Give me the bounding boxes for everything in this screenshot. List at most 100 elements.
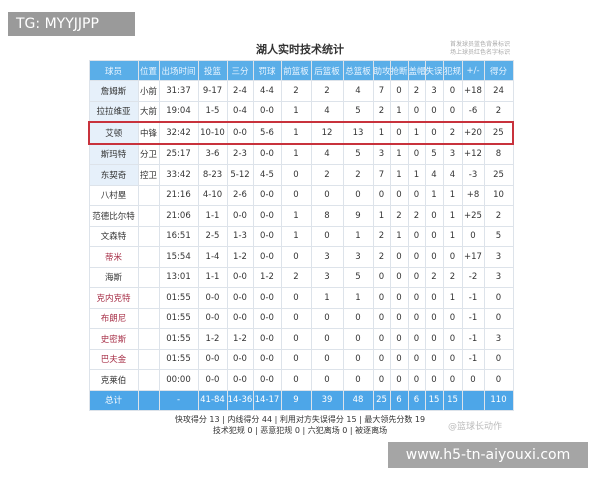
stat-cell: +/-: [461, 60, 485, 81]
player-cell: 詹姆斯: [88, 80, 139, 102]
table-row: 史密斯 01:55 1-2 1-2 0-0 0 0 0 0 0 0 0 0 -1 3: [88, 328, 514, 350]
stat-cell: 中锋: [137, 121, 160, 145]
stat-cell: 0-0: [252, 225, 282, 247]
stat-cell: 6: [389, 389, 409, 411]
player-cell: 克莱伯: [88, 369, 139, 391]
stat-cell: 24: [483, 80, 514, 102]
stat-cell: 13:01: [158, 266, 199, 288]
stat-cell: +18: [461, 80, 485, 102]
header-row: 球员 位置 出场时间 投篮 三分 罚球 前篮板 后篮板 总篮板 助攻 抢断 盖帽 失误 犯规 +/- 得分: [88, 60, 514, 81]
stat-cell: 1: [280, 205, 312, 227]
stat-cell: 0: [442, 369, 463, 391]
stat-cell: 0-0: [252, 328, 282, 350]
stat-cell: 0-4: [226, 100, 254, 123]
stat-cell: 0: [407, 369, 426, 391]
footer-line: 技术犯规 0 | 恶意犯规 0 | 六犯离场 0 | 被逐离场: [212, 426, 388, 435]
stat-cell: 2: [372, 246, 391, 268]
stat-cell: 31:37: [158, 80, 199, 102]
stat-cell: 0-0: [197, 287, 228, 309]
stat-cell: 1-2: [226, 328, 254, 350]
stat-cell: 1-2: [226, 246, 254, 268]
stat-cell: 3: [342, 246, 374, 268]
stat-cell: 2: [372, 100, 391, 123]
player-cell: 范德比尔特: [88, 205, 139, 227]
stat-cell: 0: [310, 307, 344, 329]
stat-cell: 39: [310, 389, 344, 411]
player-cell: 球员: [88, 60, 139, 81]
table-row: 克莱伯 00:00 0-0 0-0 0-0 0 0 0 0 0 0 0 0 0 0: [88, 369, 514, 391]
stat-cell: 2: [407, 205, 426, 227]
table-row: 克内克特 01:55 0-0 0-0 0-0 0 1 1 0 0 0 0 1 -1 0: [88, 287, 514, 309]
stat-cell: 00:00: [158, 369, 199, 391]
stat-cell: 15: [424, 389, 444, 411]
table-row: 巴夫金 01:55 0-0 0-0 0-0 0 0 0 0 0 0 0 0 -1 0: [88, 348, 514, 370]
stat-cell: 10-10: [197, 121, 228, 145]
table-title: 湖人实时技术统计 首发球员蓝色背景标识 场上球员红色名字标识: [88, 40, 512, 60]
stat-cell: 01:55: [158, 287, 199, 309]
stat-cell: -2: [461, 266, 485, 288]
stat-cell: 出场时间: [158, 60, 199, 81]
stat-cell: 1: [442, 205, 463, 227]
stat-cell: +17: [461, 246, 485, 268]
stat-cell: 0: [342, 328, 374, 350]
stat-cell: 0-0: [252, 100, 282, 123]
stat-cell: 0-0: [252, 246, 282, 268]
stat-cell: 0: [483, 348, 514, 370]
player-cell: 史密斯: [88, 328, 139, 350]
stat-cell: 2: [442, 121, 463, 145]
stat-cell: 2: [280, 266, 312, 288]
table-row: 艾顿 中锋 32:42 10-10 0-0 5-6 1 12 13 1 0 1 0 2 +20 25: [88, 121, 514, 145]
stat-cell: 7: [372, 80, 391, 102]
table-row: 文森特 16:51 2-5 1-3 0-0 1 0 1 2 1 0 0 1 0 5: [88, 225, 514, 247]
stat-cell: 0: [280, 307, 312, 329]
stat-cell: 0: [407, 143, 426, 165]
stat-cell: 0: [280, 369, 312, 391]
stat-cell: 0-0: [197, 348, 228, 370]
stat-cell: 0: [389, 121, 409, 145]
stat-cell: 14-17: [252, 389, 282, 411]
stat-cell: 5: [342, 266, 374, 288]
stat-cell: 得分: [483, 60, 514, 81]
stat-cell: 13: [342, 121, 374, 145]
stat-cell: 1: [342, 287, 374, 309]
stat-cell: 21:16: [158, 184, 199, 206]
stat-cell: [137, 184, 160, 206]
stat-cell: 0: [424, 369, 444, 391]
stat-cell: 0: [389, 348, 409, 370]
stat-cell: 0: [407, 246, 426, 268]
stat-cell: 0: [389, 369, 409, 391]
source-watermark: @篮球长动作: [447, 422, 502, 432]
totals-row: 总计 -41-84 14-36 14-17 9 39 48 25 6 6 15 15 110: [88, 389, 514, 411]
stat-cell: 犯规: [442, 60, 463, 81]
stat-cell: 0: [407, 328, 426, 350]
stat-cell: 0: [424, 100, 444, 123]
table-row: 布朗尼 01:55 0-0 0-0 0-0 0 0 0 0 0 0 0 0 -1 0: [88, 307, 514, 329]
player-cell: 巴夫金: [88, 348, 139, 370]
player-cell: 蒂米: [88, 246, 139, 268]
stat-cell: 0: [342, 348, 374, 370]
stat-cell: 三分: [226, 60, 254, 81]
stat-cell: 0-0: [226, 369, 254, 391]
stat-cell: 0: [483, 307, 514, 329]
stat-cell: 9-17: [197, 80, 228, 102]
stat-cell: [137, 369, 160, 391]
stat-cell: 01:55: [158, 328, 199, 350]
stat-cell: 0-0: [252, 307, 282, 329]
watermark-bottom: www.h5-tn-aiyouxi.com: [388, 442, 588, 468]
stat-cell: 48: [342, 389, 374, 411]
player-cell: 总计: [88, 389, 139, 411]
stat-cell: 0: [442, 246, 463, 268]
stat-cell: [137, 307, 160, 329]
title-text: 湖人实时技术统计: [256, 43, 344, 56]
stat-cell: 3: [424, 80, 444, 102]
stat-cell: 大前: [137, 100, 160, 123]
stat-cell: -1: [461, 328, 485, 350]
stat-cell: 0: [389, 246, 409, 268]
stat-cell: 2: [424, 266, 444, 288]
stat-cell: 0: [280, 184, 312, 206]
stat-cell: 0: [407, 225, 426, 247]
stat-cell: 0-0: [252, 348, 282, 370]
stat-cell: 0: [310, 328, 344, 350]
stat-cell: 0: [442, 80, 463, 102]
stat-cell: 1: [310, 287, 344, 309]
